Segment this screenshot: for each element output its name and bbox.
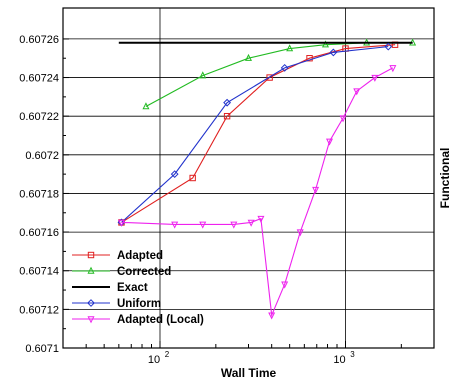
triangle-down-marker bbox=[339, 115, 347, 123]
x-tick-label: 10 bbox=[333, 354, 345, 366]
series-line bbox=[121, 67, 394, 318]
y-tick-label: 0.60722 bbox=[19, 111, 59, 123]
square-marker bbox=[306, 55, 313, 62]
triangle-down-marker bbox=[268, 312, 276, 320]
square-marker bbox=[87, 251, 95, 259]
triangle-down-marker bbox=[117, 219, 125, 227]
x-tick-label: 10 bbox=[148, 354, 160, 366]
triangle-down-marker bbox=[247, 219, 255, 227]
diamond-marker bbox=[87, 299, 95, 307]
legend-label: Uniform bbox=[117, 298, 161, 310]
tick-layer: 0.6071 0.60712 0.60714 0.60716 0.60718 0.6072… bbox=[19, 34, 435, 366]
triangle-up-marker bbox=[87, 266, 95, 274]
series-layer bbox=[117, 38, 417, 320]
legend-label: Corrected bbox=[117, 266, 171, 278]
diamond-marker bbox=[170, 170, 179, 179]
diamond-marker bbox=[384, 42, 393, 51]
series-adapted bbox=[118, 41, 399, 226]
triangle-down-marker bbox=[389, 65, 397, 73]
grid-lines bbox=[63, 8, 434, 349]
x-tick-exponent: 2 bbox=[165, 350, 170, 359]
triangle-down-marker bbox=[199, 221, 207, 229]
y-tick-label: 0.60724 bbox=[19, 73, 59, 85]
square-marker bbox=[189, 174, 196, 182]
diamond-marker bbox=[280, 63, 289, 72]
triangle-down-marker bbox=[312, 186, 320, 194]
triangle-up-marker bbox=[286, 44, 294, 52]
square-marker bbox=[223, 112, 231, 120]
square-marker bbox=[266, 74, 273, 81]
diamond-marker bbox=[329, 48, 338, 57]
legend-item: Exact bbox=[72, 282, 148, 294]
legend-label: Adapted (Local) bbox=[117, 314, 204, 326]
triangle-down-marker bbox=[296, 229, 304, 237]
legend-item: Corrected bbox=[72, 266, 171, 278]
triangle-down-marker bbox=[281, 281, 289, 289]
y-tick-label: 0.60718 bbox=[19, 188, 59, 200]
triangle-down-marker bbox=[257, 215, 265, 223]
y-tick-label: 0.6072 bbox=[25, 150, 59, 162]
legend-label: Exact bbox=[117, 282, 148, 294]
legend: Adapted Corrected Exact Uniform Adapted (Loc… bbox=[72, 250, 204, 326]
series-corrected bbox=[142, 38, 417, 110]
triangle-up-marker bbox=[199, 71, 207, 79]
series-line bbox=[121, 46, 389, 223]
triangle-up-marker bbox=[244, 53, 253, 61]
x-tick-exponent: 3 bbox=[350, 350, 355, 359]
y-tick-label: 0.60716 bbox=[19, 227, 59, 239]
triangle-up-marker bbox=[321, 40, 329, 48]
y-tick-label: 0.60714 bbox=[19, 266, 59, 278]
y-tick-label: 0.6071 bbox=[25, 343, 59, 355]
legend-item: Uniform bbox=[72, 298, 161, 310]
series-adapted-local bbox=[117, 65, 397, 320]
triangle-down-marker bbox=[230, 221, 238, 229]
x-axis-label: Wall Time bbox=[221, 366, 277, 380]
triangle-down-marker bbox=[171, 221, 179, 229]
legend-item: Adapted bbox=[72, 250, 163, 262]
y-tick-label: 0.60712 bbox=[19, 304, 59, 316]
triangle-down-marker bbox=[87, 316, 95, 324]
diamond-marker bbox=[223, 98, 232, 107]
legend-item: Adapted (Local) bbox=[72, 314, 204, 326]
y-axis-label: Functional bbox=[438, 148, 452, 209]
triangle-down-marker bbox=[353, 88, 361, 96]
plot-frame bbox=[62, 7, 435, 349]
legend-label: Adapted bbox=[117, 250, 163, 262]
series-line bbox=[121, 44, 396, 223]
triangle-up-marker bbox=[142, 102, 150, 110]
triangle-down-marker bbox=[325, 138, 334, 146]
triangle-down-marker bbox=[371, 74, 379, 82]
series-line bbox=[145, 42, 413, 107]
y-tick-label: 0.60726 bbox=[19, 34, 59, 46]
